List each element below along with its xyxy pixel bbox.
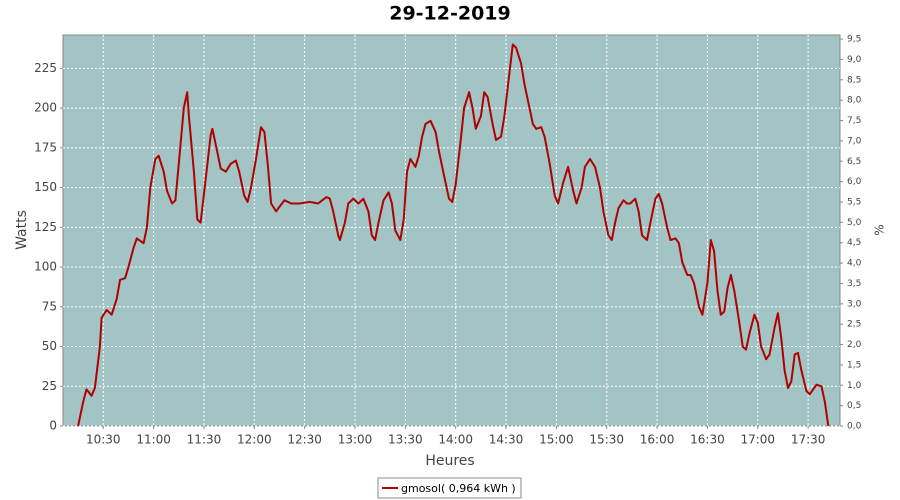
y-tick-label: 100 (34, 260, 57, 274)
y2-tick-label: 4,0 (847, 259, 862, 269)
y2-tick-label: 2,5 (847, 320, 861, 330)
y-tick-label: 0 (49, 419, 57, 433)
x-tick-label: 12:30 (287, 433, 322, 447)
x-tick-label: 13:30 (388, 433, 423, 447)
y2-tick-label: 6,5 (847, 157, 861, 167)
y2-tick-label: 8,5 (847, 75, 861, 85)
y2-tick-label: 1,0 (847, 381, 862, 391)
legend-box (377, 477, 522, 499)
x-tick-label: 14:30 (489, 433, 524, 447)
y2-tick-label: 8,0 (847, 96, 862, 106)
x-tick-label: 17:00 (740, 433, 775, 447)
y2-tick-label: 5,0 (847, 218, 862, 228)
y2-tick-label: 2,0 (847, 340, 862, 350)
y2-axis-label: % (873, 224, 887, 235)
y2-tick-label: 3,0 (847, 299, 862, 309)
y2-tick-label: 7,5 (847, 116, 861, 126)
x-tick-label: 10:30 (86, 433, 121, 447)
y-axis-label: Watts (14, 210, 30, 250)
y2-tick-label: 1,5 (847, 360, 861, 370)
x-tick-label: 16:30 (690, 433, 725, 447)
x-tick-label: 15:00 (539, 433, 574, 447)
y-tick-label: 25 (42, 379, 57, 393)
chart-title: 29-12-2019 (389, 3, 511, 25)
y-tick-label: 50 (42, 339, 57, 353)
x-tick-label: 12:00 (237, 433, 272, 447)
y2-tick-label: 9,0 (847, 55, 862, 65)
x-axis-label: Heures (425, 453, 474, 469)
y2-tick-label: 0,0 (847, 422, 862, 432)
y-tick-label: 150 (34, 180, 57, 194)
legend-label: gmosol( 0,964 kWh ) (401, 482, 516, 495)
y2-tick-label: 0,5 (847, 401, 861, 411)
x-tick-label: 11:30 (187, 433, 222, 447)
y2-tick-label: 4,5 (847, 238, 861, 248)
y-tick-label: 225 (34, 61, 57, 75)
data-line (77, 43, 830, 427)
x-tick-label: 11:00 (136, 433, 171, 447)
y-tick-label: 175 (34, 140, 57, 154)
y2-tick-label: 7,0 (847, 136, 862, 146)
x-tick-label: 16:00 (640, 433, 675, 447)
y2-tick-label: 6,0 (847, 177, 862, 187)
y2-tick-label: 5,5 (847, 197, 861, 207)
x-tick-label: 15:30 (589, 433, 624, 447)
y2-tick-label: 9,5 (847, 35, 861, 45)
y-tick-label: 200 (34, 101, 57, 115)
y-tick-label: 125 (34, 220, 57, 234)
x-tick-label: 17:30 (791, 433, 826, 447)
x-tick-label: 14:00 (438, 433, 473, 447)
y2-tick-label: 3,5 (847, 279, 861, 289)
y-tick-label: 75 (42, 299, 57, 313)
plot-area (62, 34, 841, 427)
x-tick-label: 13:00 (338, 433, 373, 447)
